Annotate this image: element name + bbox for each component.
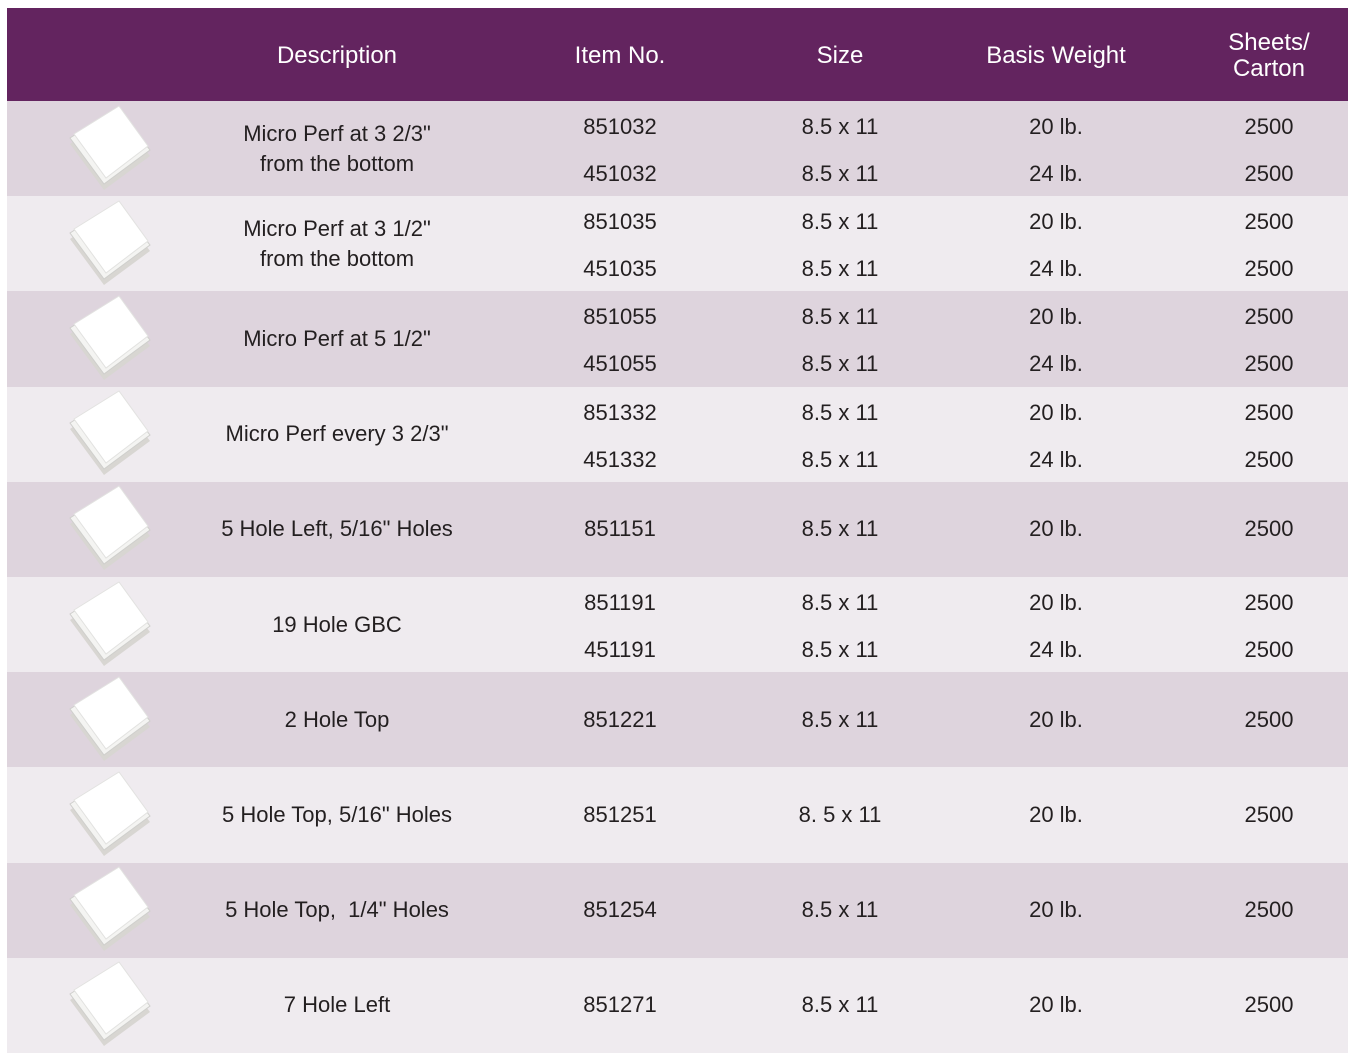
basis-weight: 20 lb. xyxy=(1029,304,1083,330)
paper-image xyxy=(62,770,162,860)
table-row xyxy=(7,577,1348,672)
basis-weight: 24 lb. xyxy=(1029,351,1083,377)
basis-weight: 20 lb. xyxy=(1029,114,1083,140)
description: 19 Hole GBC xyxy=(272,612,402,638)
header-cell: Item No. xyxy=(575,43,666,69)
basis-weight: 24 lb. xyxy=(1029,161,1083,187)
size: 8.5 x 11 xyxy=(802,400,879,426)
sheets: 2500 xyxy=(1245,516,1294,542)
item-no: 851032 xyxy=(583,114,656,140)
size: 8.5 x 11 xyxy=(802,637,879,663)
sheets: 2500 xyxy=(1245,447,1294,473)
basis-weight: 24 lb. xyxy=(1029,637,1083,663)
basis-weight: 20 lb. xyxy=(1029,209,1083,235)
item-no: 851055 xyxy=(583,304,656,330)
item-no: 851271 xyxy=(583,992,656,1018)
sheets: 2500 xyxy=(1245,637,1294,663)
description: 5 Hole Top, 1/4" Holes xyxy=(225,897,449,923)
paper-image xyxy=(62,580,162,670)
table-row xyxy=(7,101,1348,196)
basis-weight: 20 lb. xyxy=(1029,590,1083,616)
basis-weight: 24 lb. xyxy=(1029,447,1083,473)
size: 8.5 x 11 xyxy=(802,351,879,377)
size: 8.5 x 11 xyxy=(802,209,879,235)
sheets: 2500 xyxy=(1245,400,1294,426)
description: 7 Hole Left xyxy=(284,992,390,1018)
description: from the bottom xyxy=(260,246,414,272)
paper-image xyxy=(62,104,162,194)
size: 8. 5 x 11 xyxy=(799,802,882,828)
size: 8.5 x 11 xyxy=(802,897,879,923)
size: 8.5 x 11 xyxy=(802,516,879,542)
sheets: 2500 xyxy=(1245,707,1294,733)
description: Micro Perf at 5 1/2" xyxy=(243,326,431,352)
sheets: 2500 xyxy=(1245,304,1294,330)
size: 8.5 x 11 xyxy=(802,304,879,330)
paper-image xyxy=(62,199,162,289)
description: Micro Perf at 3 1/2" xyxy=(243,216,431,242)
size: 8.5 x 11 xyxy=(802,256,879,282)
sheets: 2500 xyxy=(1245,256,1294,282)
description: from the bottom xyxy=(260,151,414,177)
item-no: 851151 xyxy=(584,516,656,542)
item-no: 851254 xyxy=(583,897,656,923)
basis-weight: 20 lb. xyxy=(1029,516,1083,542)
sheets: 2500 xyxy=(1245,161,1294,187)
size: 8.5 x 11 xyxy=(802,590,879,616)
description: Micro Perf every 3 2/3" xyxy=(226,421,449,447)
size: 8.5 x 11 xyxy=(802,161,879,187)
description: Micro Perf at 3 2/3" xyxy=(243,121,431,147)
size: 8.5 x 11 xyxy=(802,992,879,1018)
sheets: 2500 xyxy=(1245,209,1294,235)
basis-weight: 20 lb. xyxy=(1029,707,1083,733)
header-cell: Basis Weight xyxy=(986,43,1126,69)
item-no: 451332 xyxy=(583,447,656,473)
table-row xyxy=(7,387,1348,482)
paper-image xyxy=(62,294,162,384)
header-cell: Sheets/ Carton xyxy=(1219,30,1319,82)
paper-image xyxy=(62,865,162,955)
item-no: 851035 xyxy=(583,209,656,235)
item-no: 851332 xyxy=(583,400,656,426)
header-cell: Size xyxy=(817,43,864,69)
item-no: 451035 xyxy=(583,256,656,282)
table-row xyxy=(7,482,1348,577)
size: 8.5 x 11 xyxy=(802,447,879,473)
description: 5 Hole Left, 5/16" Holes xyxy=(221,516,453,542)
table-row xyxy=(7,196,1348,291)
item-no: 851251 xyxy=(583,802,656,828)
product-table: Description Item No. Size Basis Weight Sheet… xyxy=(0,0,1348,1053)
basis-weight: 24 lb. xyxy=(1029,256,1083,282)
description: 5 Hole Top, 5/16" Holes xyxy=(222,802,452,828)
basis-weight: 20 lb. xyxy=(1029,400,1083,426)
paper-image xyxy=(62,675,162,765)
table-row xyxy=(7,291,1348,386)
basis-weight: 20 lb. xyxy=(1029,897,1083,923)
table-row xyxy=(7,767,1348,862)
sheets: 2500 xyxy=(1245,114,1294,140)
sheets: 2500 xyxy=(1245,802,1294,828)
basis-weight: 20 lb. xyxy=(1029,992,1083,1018)
basis-weight: 20 lb. xyxy=(1029,802,1083,828)
table-row xyxy=(7,958,1348,1053)
item-no: 451055 xyxy=(583,351,656,377)
size: 8.5 x 11 xyxy=(802,707,879,733)
paper-image xyxy=(62,960,162,1050)
paper-image xyxy=(62,389,162,479)
item-no: 851191 xyxy=(584,590,656,616)
table-row xyxy=(7,863,1348,958)
paper-image xyxy=(62,484,162,574)
table-row xyxy=(7,672,1348,767)
item-no: 451191 xyxy=(584,637,656,663)
sheets: 2500 xyxy=(1245,897,1294,923)
header-cell: Description xyxy=(277,43,397,69)
sheets: 2500 xyxy=(1245,590,1294,616)
item-no: 851221 xyxy=(583,707,656,733)
description: 2 Hole Top xyxy=(285,707,390,733)
table-header xyxy=(7,8,1348,101)
size: 8.5 x 11 xyxy=(802,114,879,140)
sheets: 2500 xyxy=(1245,351,1294,377)
item-no: 451032 xyxy=(583,161,656,187)
sheets: 2500 xyxy=(1245,992,1294,1018)
